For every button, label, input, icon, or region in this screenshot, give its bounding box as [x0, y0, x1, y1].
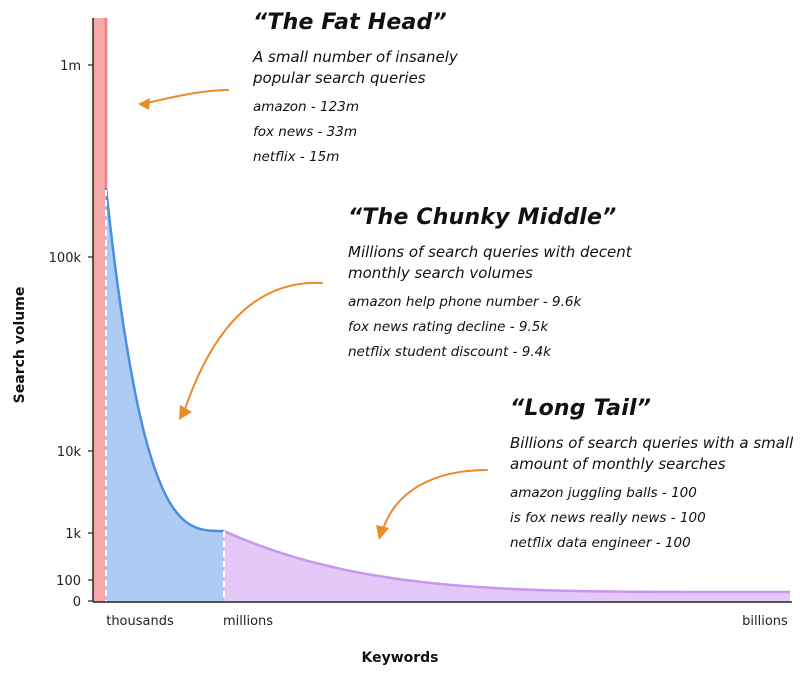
y-tick-label: 0: [73, 595, 81, 610]
example-item: amazon help phone number - 9.6k: [348, 294, 582, 310]
arrowhead-chunky-middle: [179, 405, 192, 420]
annotation-title: “The Chunky Middle”: [348, 205, 617, 230]
x-tick-thousands: thousands: [106, 614, 174, 629]
arrow-long-tail: [381, 469, 488, 533]
fat-head-area: [93, 18, 106, 602]
x-axis-title: Keywords: [361, 650, 438, 666]
example-item: amazon juggling balls - 100: [510, 485, 697, 501]
y-tick-label: 100: [56, 574, 81, 589]
annotation-description: A small number of insanely popular searc…: [253, 48, 458, 87]
example-item: netflix - 15m: [253, 149, 340, 165]
y-tick-label: 1m: [60, 59, 81, 74]
annotation-examples: amazon juggling balls - 100 is fox news …: [510, 481, 795, 556]
annotation-fat-head: “The Fat Head” A small number of insanel…: [253, 10, 493, 170]
x-tick-millions: millions: [223, 614, 273, 629]
x-tick-billions: billions: [742, 614, 788, 629]
annotation-title: “Long Tail”: [510, 396, 652, 421]
arrowhead-long-tail: [376, 525, 389, 540]
annotation-examples: amazon help phone number - 9.6k fox news…: [348, 290, 678, 365]
long-tail-area: [224, 531, 790, 602]
annotation-arrows: [138, 89, 488, 540]
y-axis-title: Search volume: [12, 287, 28, 404]
chunky-middle-area: [106, 188, 224, 602]
annotation-title: “The Fat Head”: [253, 10, 447, 35]
annotation-description: Millions of search queries with decent m…: [348, 243, 632, 282]
example-item: is fox news really news - 100: [510, 510, 706, 526]
annotation-chunky-middle: “The Chunky Middle” Millions of search q…: [348, 205, 678, 365]
example-item: netflix student discount - 9.4k: [348, 344, 551, 360]
example-item: fox news - 33m: [253, 124, 358, 140]
arrow-chunky-middle: [183, 281, 323, 413]
y-tick-label: 10k: [57, 445, 82, 460]
chunky-middle-curve: [104, 187, 224, 533]
arrowhead-fat-head: [138, 98, 150, 110]
example-item: netflix data engineer - 100: [510, 535, 691, 551]
long-tail-curve: [223, 529, 790, 594]
y-tick-label: 1k: [65, 527, 81, 542]
annotation-examples: amazon - 123m fox news - 33m netflix - 1…: [253, 95, 493, 170]
example-item: amazon - 123m: [253, 99, 359, 115]
y-tick-label: 100k: [49, 251, 82, 266]
annotation-long-tail: “Long Tail” Billions of search queries w…: [510, 396, 795, 556]
example-item: fox news rating decline - 9.5k: [348, 319, 549, 335]
annotation-description: Billions of search queries with a small …: [510, 434, 794, 473]
arrow-fat-head: [141, 89, 229, 105]
